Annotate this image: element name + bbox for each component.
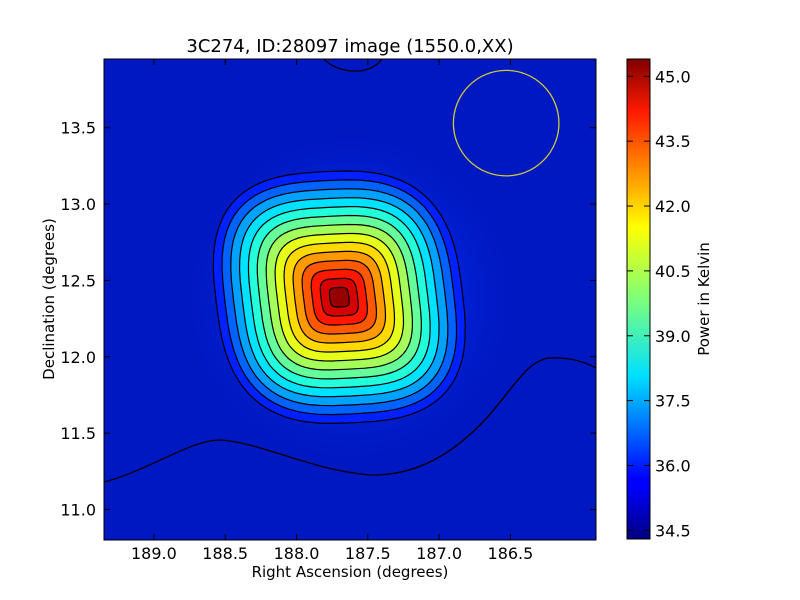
contour-line	[265, 223, 413, 371]
x-axis-ticks: 189.0 188.5 188.0 187.5 187.0 186.5	[131, 59, 533, 563]
contour-band	[329, 287, 350, 307]
y-tick-label: 13.0	[60, 195, 96, 214]
contour-line	[221, 179, 458, 416]
y-tick-label: 12.5	[60, 271, 96, 290]
y-axis-label: Declination (degrees)	[40, 218, 58, 380]
colorbar-tick-label: 40.5	[655, 262, 691, 281]
y-tick-label: 11.5	[60, 424, 96, 443]
contour-line	[283, 241, 396, 353]
y-tick-label: 12.0	[60, 348, 96, 367]
contour-line	[256, 214, 422, 380]
contour-line	[212, 170, 466, 425]
contour-line	[238, 197, 440, 398]
contour-line	[292, 250, 387, 344]
contour-line	[319, 277, 359, 317]
x-tick-label: 187.5	[345, 544, 391, 563]
colorbar-tick-label: 45.0	[655, 67, 691, 86]
x-tick-label: 187.0	[416, 544, 462, 563]
colorbar-gradient	[626, 58, 651, 540]
colorbar-tick-label: 42.0	[655, 197, 691, 216]
x-tick-label: 189.0	[131, 544, 177, 563]
x-tick-label: 186.5	[488, 544, 534, 563]
contour-line	[230, 188, 449, 407]
colorbar-tick-label: 43.5	[655, 132, 691, 151]
colorbar-tick-label: 39.0	[655, 327, 691, 346]
chart-title: 3C274, ID:28097 image (1550.0,XX)	[186, 36, 513, 57]
colorbar-tick-label: 36.0	[655, 456, 691, 475]
colorbar-ticks: 34.5 36.0 37.5 39.0 40.5 42.0 43.5 45.0	[627, 67, 691, 540]
contour-line	[310, 268, 368, 326]
contour-line	[301, 259, 378, 335]
contour-lines	[212, 170, 466, 425]
y-tick-label: 13.5	[60, 119, 96, 138]
colorbar-tick-label: 37.5	[655, 392, 691, 411]
x-tick-label: 188.5	[202, 544, 248, 563]
contour-line-bottom	[104, 357, 596, 483]
contour-line	[328, 286, 350, 308]
colorbar: 34.5 36.0 37.5 39.0 40.5 42.0 43.5 45.0 Power i…	[626, 58, 713, 540]
contour-line	[274, 232, 405, 362]
y-axis-ticks: 11.0 11.5 12.0 12.5 13.0 13.5	[60, 119, 596, 519]
x-tick-label: 188.0	[274, 544, 320, 563]
y-tick-label: 11.0	[60, 500, 96, 519]
colorbar-label: Power in Kelvin	[695, 242, 713, 356]
contour-fills	[213, 171, 466, 424]
contour-line	[247, 205, 431, 389]
plot-area	[104, 59, 596, 540]
colorbar-tick-label: 34.5	[655, 521, 691, 540]
x-axis-label: Right Ascension (degrees)	[252, 563, 449, 581]
contour-line-top	[323, 59, 383, 72]
plot-frame	[103, 58, 597, 541]
beam-circle	[452, 69, 560, 177]
